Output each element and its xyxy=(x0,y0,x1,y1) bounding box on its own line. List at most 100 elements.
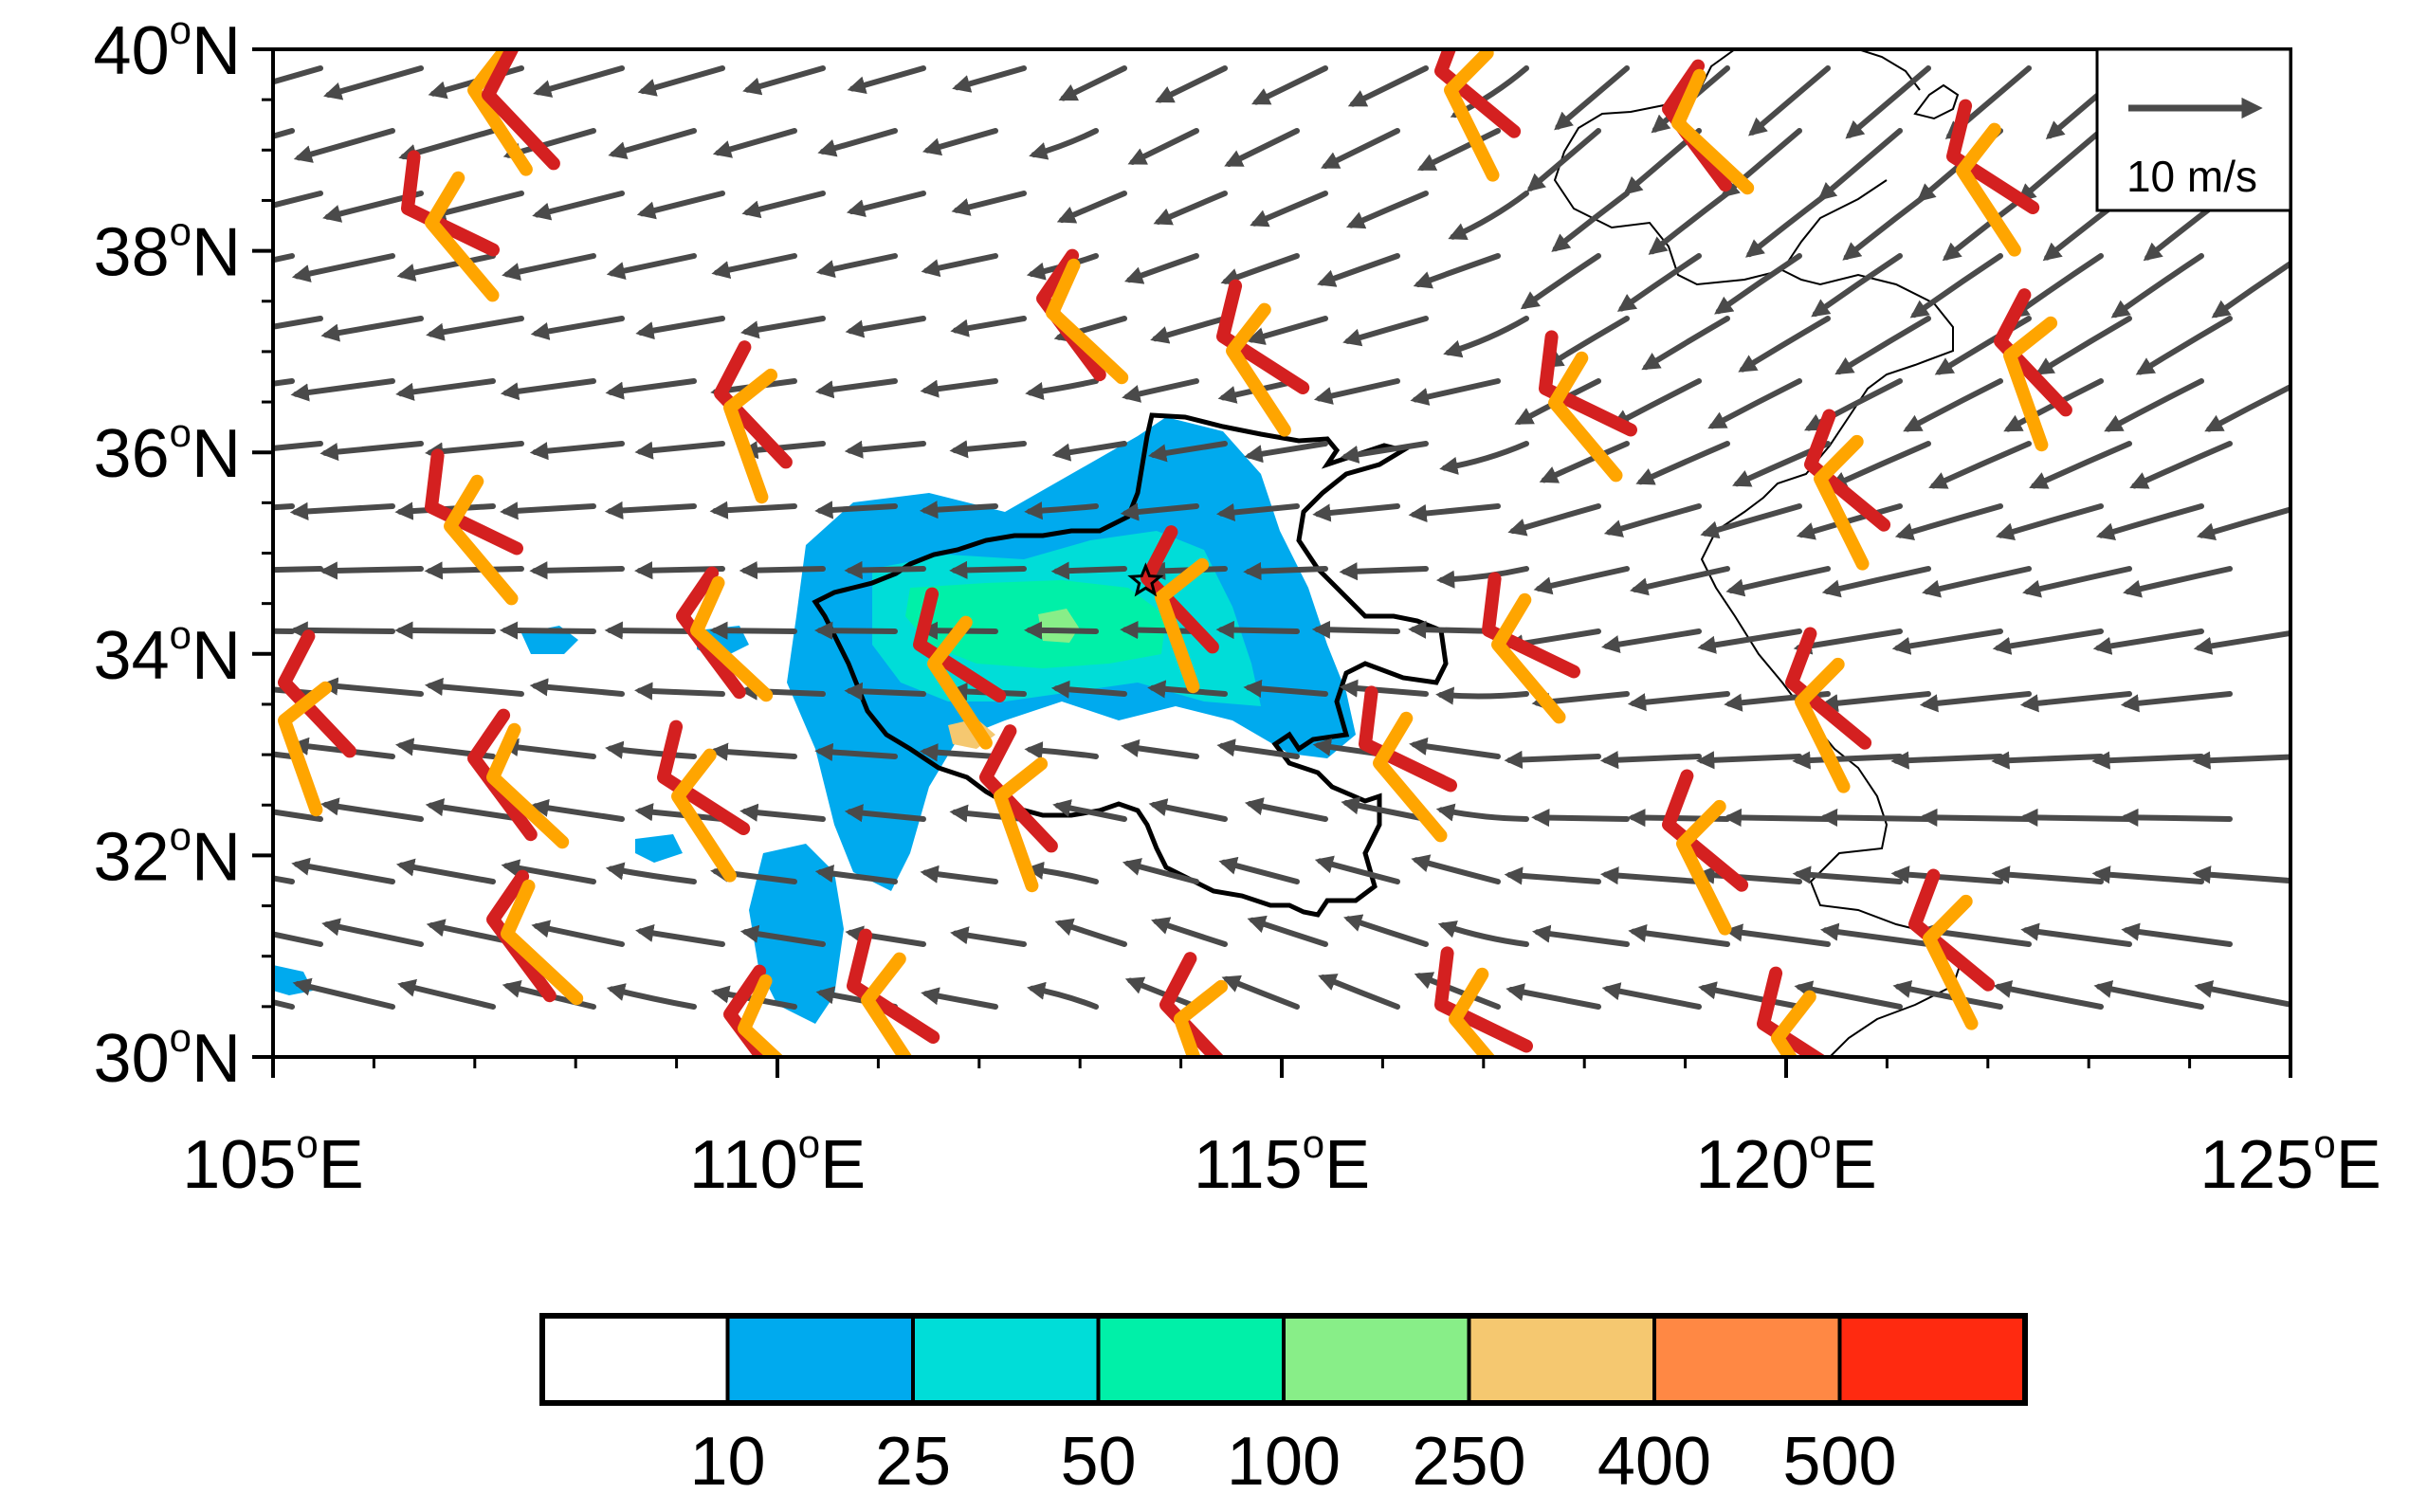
wind-vector-arrow xyxy=(395,378,496,401)
province-boundary xyxy=(812,412,1449,918)
wind-vector-arrow xyxy=(1122,378,1199,403)
colorbar-swatch xyxy=(1282,1314,1471,1405)
wind-vector-arrow xyxy=(636,191,725,220)
wind-vector-arrow xyxy=(1533,566,1630,595)
wind-vector-arrow xyxy=(2135,316,2233,375)
wind-vector-arrow xyxy=(1627,691,1730,712)
wind-barb-upper xyxy=(425,448,523,556)
wind-vector-arrow xyxy=(1342,316,1429,347)
y-tick-label: 40oN xyxy=(94,8,241,89)
wind-vector-arrow xyxy=(605,740,697,759)
wind-vector-arrow xyxy=(1603,503,1702,537)
wind-vector-arrow xyxy=(1317,253,1400,287)
wind-vector-arrow xyxy=(1251,65,1328,105)
colorbar-swatch xyxy=(1467,1314,1656,1405)
wind-vector-arrow xyxy=(950,926,1027,947)
wind-vector-arrow xyxy=(320,797,424,822)
wind-vector-arrow xyxy=(635,316,725,340)
wind-barb-lower xyxy=(738,974,785,1057)
wind-barb-upper xyxy=(1662,59,1732,192)
wind-vector-arrow xyxy=(1122,858,1199,884)
wind-barb-upper xyxy=(913,587,1007,702)
wind-vector-arrow xyxy=(1050,680,1127,699)
wind-vector-arrow xyxy=(1745,191,1831,258)
wind-vector-arrow xyxy=(1120,502,1199,521)
wind-vector-arrow xyxy=(1120,620,1199,640)
wind-vector-arrow xyxy=(1991,751,2104,770)
y-tick-label: 38oN xyxy=(94,209,241,291)
wind-vector-arrow xyxy=(529,561,625,580)
wind-vector-arrow xyxy=(1244,797,1328,822)
wind-vector-arrow xyxy=(2193,629,2290,655)
wind-vector-arrow xyxy=(814,501,898,519)
wind-vector-arrow xyxy=(1023,621,1099,640)
wind-vector-arrow xyxy=(634,682,725,701)
wind-vector-arrow xyxy=(1819,922,1931,947)
x-tick-label: 110oE xyxy=(689,1121,866,1203)
wind-vector-arrow xyxy=(531,920,625,947)
wind-barb-lower xyxy=(1046,258,1129,385)
wind-vector-arrow xyxy=(501,859,596,884)
colorbar-swatch xyxy=(725,1314,915,1405)
wind-vector-arrow xyxy=(742,65,826,96)
wind-vector-arrow xyxy=(1641,316,1730,371)
colorbar-level-label: 25 xyxy=(875,1424,951,1500)
wind-barb-lower xyxy=(467,49,533,176)
wind-barb-lower xyxy=(1676,799,1732,936)
wind-barb-lower xyxy=(278,681,333,817)
y-tick-label: 32oN xyxy=(94,813,241,895)
wind-vector-arrow xyxy=(273,65,323,85)
wind-vector-arrow xyxy=(1804,378,1903,431)
wind-vector-arrow xyxy=(740,316,826,339)
wind-vector-arrow xyxy=(289,501,395,520)
wind-vector-arrow xyxy=(1934,316,2032,375)
wind-barb-lower xyxy=(994,756,1049,893)
wind-vector-arrow xyxy=(1724,691,1831,712)
wind-vector-arrow xyxy=(273,128,295,139)
wind-barb-upper xyxy=(1539,330,1637,437)
wind-vector-arrow xyxy=(952,65,1027,93)
wind-vector-arrow xyxy=(1792,865,1903,884)
wind-vector-arrow xyxy=(1148,441,1228,463)
wind-vector-arrow xyxy=(1220,253,1300,286)
wind-vector-arrow xyxy=(2095,503,2204,541)
wind-vector-arrow xyxy=(2019,691,2132,713)
map-plot-area xyxy=(271,47,2292,1059)
wind-vector-arrow xyxy=(1343,914,1429,947)
precipitation-colorbar: 10 25 50 100 250 400 500 xyxy=(539,1313,2028,1500)
y-tick-label: 34oN xyxy=(94,612,241,694)
wind-vector-arrow xyxy=(1050,561,1127,580)
wind-vector-arrow xyxy=(273,191,323,209)
wind-vector-arrow xyxy=(1648,191,1730,255)
wind-barb-lower xyxy=(1226,302,1291,437)
wind-vector-arrow xyxy=(634,441,725,460)
wind-vector-arrow xyxy=(2019,808,2132,828)
wind-barb-lower xyxy=(1155,557,1210,694)
wind-vector-arrow xyxy=(1635,441,1730,485)
wind-vector-arrow xyxy=(1919,808,2032,828)
wind-vector-arrow xyxy=(1243,679,1328,699)
wind-barb-lower xyxy=(425,171,500,302)
wind-vector-arrow xyxy=(1601,628,1702,654)
wind-barb-lower xyxy=(690,575,774,702)
wind-vector-arrow xyxy=(949,560,1027,579)
wind-vector-arrow xyxy=(1448,191,1529,241)
wind-vector-arrow xyxy=(1890,865,2003,884)
wind-vector-arrow xyxy=(1725,566,1831,597)
wind-vector-arrow xyxy=(1250,191,1328,228)
wind-vector-arrow xyxy=(273,566,323,574)
wind-barb-lower xyxy=(1795,657,1851,793)
wind-vector-arrow xyxy=(1531,809,1630,828)
wind-vector-arrow xyxy=(815,253,898,279)
wind-barb-upper xyxy=(1804,409,1891,532)
wind-vector-arrow xyxy=(1697,628,1802,654)
wind-vector-arrow xyxy=(1312,503,1400,522)
x-tick-label: 115oE xyxy=(1194,1121,1370,1203)
wind-barb-lower xyxy=(927,615,993,750)
wind-vector-arrow xyxy=(1891,628,2003,655)
wind-vector-arrow xyxy=(950,316,1027,337)
station-star-icon xyxy=(1127,562,1164,597)
wind-vector-arrow xyxy=(1748,65,1831,137)
wind-vector-arrow xyxy=(1215,620,1300,640)
y-tick-label: 30oN xyxy=(94,1015,241,1097)
